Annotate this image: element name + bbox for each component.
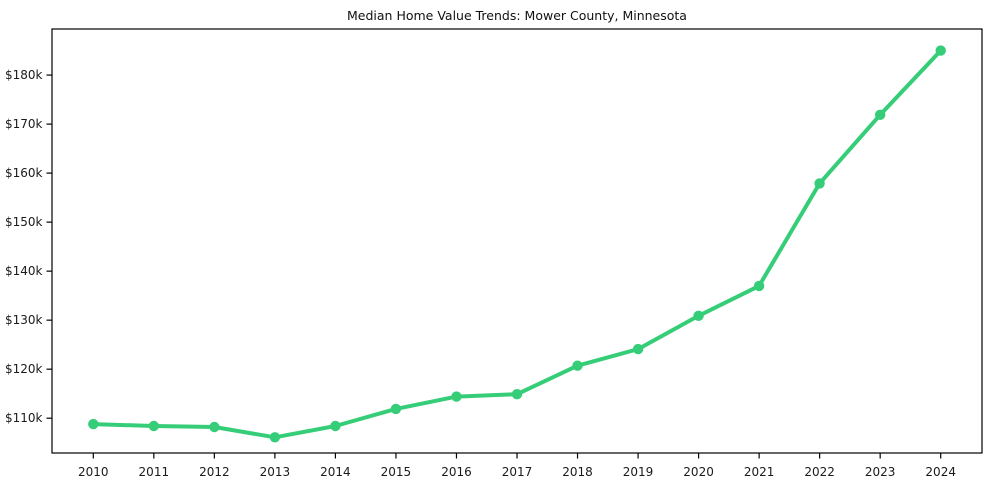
x-axis-tick-label: 2015 (381, 465, 412, 479)
data-point-2015 (390, 403, 402, 415)
x-axis-tick-label: 2024 (925, 465, 956, 479)
chart-title: Median Home Value Trends: Mower County, … (347, 8, 687, 23)
data-point-2010 (88, 418, 99, 430)
x-axis-tick-label: 2018 (562, 465, 593, 479)
data-point-2018 (572, 360, 583, 371)
x-axis-tick-label: 2014 (320, 465, 351, 479)
y-axis-tick-label: $120k (5, 362, 43, 376)
x-axis-tick-label: 2010 (78, 465, 109, 479)
y-axis-tick-label: $150k (5, 215, 43, 229)
x-axis-tick-label: 2016 (441, 465, 472, 479)
x-axis-tick-label: 2012 (199, 465, 230, 479)
y-axis-tick-label: $180k (5, 68, 43, 82)
data-point-2021 (753, 280, 765, 292)
x-axis-tick-label: 2017 (502, 465, 533, 479)
y-axis-tick-label: $110k (5, 411, 43, 425)
data-point-2014 (330, 420, 341, 432)
data-point-2023 (875, 109, 886, 121)
y-axis-tick-label: $160k (5, 166, 43, 180)
data-point-2011 (148, 420, 159, 432)
data-point-2016 (451, 391, 462, 402)
data-point-2020 (693, 310, 704, 321)
data-point-2013 (269, 432, 281, 443)
x-axis-tick-label: 2022 (804, 465, 835, 479)
data-point-2022 (814, 178, 825, 189)
y-axis-tick-label: $140k (5, 264, 43, 278)
x-axis-tick-label: 2020 (683, 465, 714, 479)
data-point-2024 (935, 45, 946, 56)
y-axis-tick-label: $170k (5, 117, 43, 131)
x-axis-tick-label: 2013 (260, 465, 291, 479)
y-axis-tick-label: $130k (5, 313, 43, 327)
trend-line (91, 48, 943, 440)
data-point-2019 (632, 343, 644, 355)
x-axis-tick-label: 2023 (865, 465, 896, 479)
data-point-2017 (511, 389, 523, 400)
x-axis-tick-label: 2021 (744, 465, 775, 479)
data-point-2012 (209, 421, 220, 433)
x-axis-tick-label: 2019 (623, 465, 654, 479)
x-axis-tick-label: 2011 (139, 465, 170, 479)
